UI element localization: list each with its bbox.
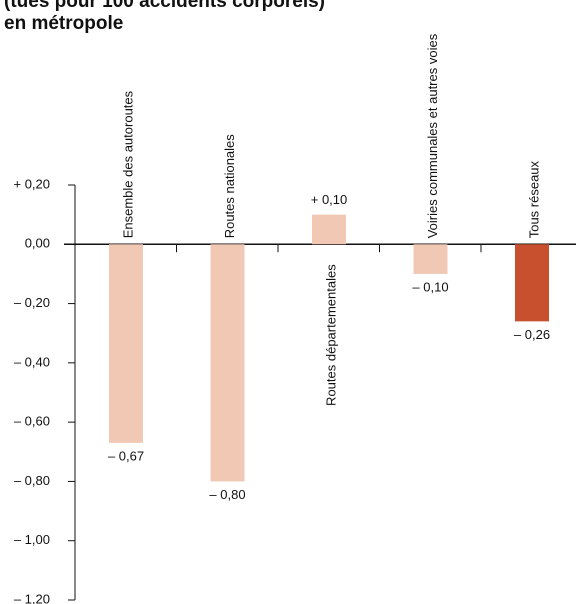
category-label: Routes départementales bbox=[323, 264, 338, 406]
y-tick-label: 0,00 bbox=[25, 236, 50, 251]
chart-title: (tués pour 100 accidents corporels) bbox=[4, 0, 325, 12]
bar bbox=[312, 214, 346, 245]
bar bbox=[109, 244, 143, 443]
value-label: – 0,26 bbox=[514, 327, 550, 342]
value-label: – 0,67 bbox=[108, 448, 144, 463]
y-tick-label: – 1,20 bbox=[14, 591, 50, 604]
y-tick-label: – 0,60 bbox=[14, 414, 50, 429]
category-label: Ensemble des autoroutes bbox=[120, 90, 135, 238]
category-label: Voiries communales et autres voies bbox=[425, 33, 440, 238]
chart-title: en métropole bbox=[4, 13, 123, 34]
y-tick-label: + 0,20 bbox=[13, 176, 50, 191]
value-label: + 0,10 bbox=[311, 192, 348, 207]
bar bbox=[413, 244, 448, 274]
y-tick-label: – 1,00 bbox=[14, 532, 50, 547]
y-tick-label: – 0,20 bbox=[14, 295, 50, 310]
category-label: Tous réseaux bbox=[526, 160, 541, 238]
value-label: – 0,80 bbox=[209, 487, 245, 502]
y-tick-label: – 0,80 bbox=[14, 473, 50, 488]
value-label: – 0,10 bbox=[412, 279, 448, 294]
bar bbox=[210, 244, 245, 482]
category-label: Routes nationales bbox=[222, 134, 237, 239]
bar bbox=[515, 244, 549, 322]
y-tick-label: – 0,40 bbox=[14, 354, 50, 369]
